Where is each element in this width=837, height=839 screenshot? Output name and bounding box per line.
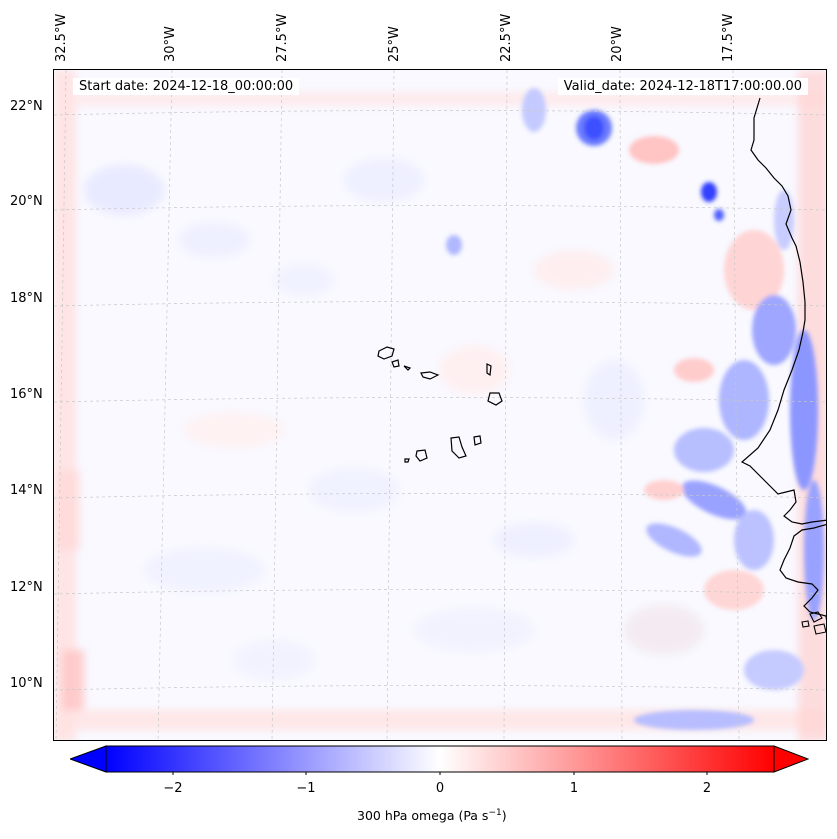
lon-label-27-5w: 27.5°W — [275, 13, 290, 62]
lat-label-22n: 22°N — [10, 99, 43, 114]
colorbar-tick-neg1: −1 — [296, 781, 316, 796]
colorbar-max-extend — [773, 745, 810, 773]
lon-label-32-5w: 32.5°W — [54, 13, 69, 62]
colorbar-tick-2: 2 — [702, 781, 712, 796]
omega-field-map — [54, 70, 826, 740]
colorbar-label-sup: −1 — [488, 808, 502, 818]
lat-label-20n: 20°N — [10, 194, 43, 209]
colorbar-tick-1: 1 — [569, 781, 579, 796]
start-date-label: Start date: 2024-12-18_00:00:00 — [73, 78, 300, 95]
lon-label-30w: 30°W — [163, 26, 178, 62]
open-ocean-field — [84, 158, 704, 680]
lon-label-25w: 25°W — [387, 26, 402, 62]
lat-label-16n: 16°N — [10, 387, 43, 402]
colorbar-tick-0: 0 — [435, 781, 445, 796]
african-coastline — [740, 97, 826, 621]
colorbar-tick-neg2: −2 — [163, 781, 183, 796]
lon-label-20w: 20°W — [610, 26, 625, 62]
lat-label-14n: 14°N — [10, 483, 43, 498]
lat-label-12n: 12°N — [10, 580, 43, 595]
coastal-convection-field — [446, 88, 824, 730]
lat-label-10n: 10°N — [10, 676, 43, 691]
bijagos-islands — [801, 611, 826, 635]
colorbar-label-end: ) — [501, 808, 507, 824]
lon-label-22-5w: 22.5°W — [499, 13, 514, 62]
colorbar-min-extend — [70, 745, 107, 773]
gridlines — [54, 70, 826, 740]
valid-date-label: Valid_date: 2024-12-18T17:00:00.00 — [557, 78, 808, 95]
map-panel: Start date: 2024-12-18_00:00:00 Valid_da… — [53, 69, 827, 741]
cape-verde-islands — [377, 346, 503, 463]
colorbar-label-text: 300 hPa omega (Pa s — [357, 808, 489, 824]
colorbar-gradient — [105, 745, 775, 773]
colorbar-label: 300 hPa omega (Pa s−1) — [357, 808, 507, 823]
lat-label-18n: 18°N — [10, 291, 43, 306]
colorbar — [70, 745, 810, 775]
lon-label-17-5w: 17.5°W — [721, 13, 736, 62]
